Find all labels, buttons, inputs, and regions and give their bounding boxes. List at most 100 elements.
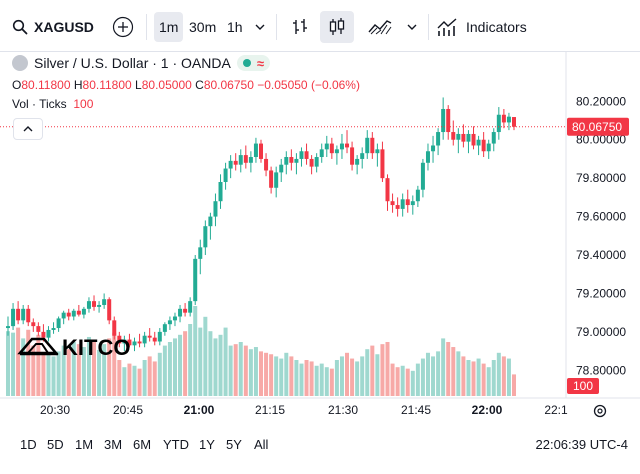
interval-dropdown[interactable] [250, 18, 270, 36]
range-5y-button[interactable]: 5Y [226, 437, 242, 452]
candle-body [66, 312, 71, 317]
volume-bar [431, 356, 436, 396]
range-1y-button[interactable]: 1Y [199, 437, 215, 452]
price-tick-label: 80.20000 [576, 94, 626, 108]
watermark-text: KITCO [62, 335, 130, 360]
candle-body [375, 149, 380, 154]
volume-bar [198, 327, 203, 396]
clock-timezone[interactable]: 22:06:39 UTC-4 [535, 437, 629, 452]
chart-style-dropdown[interactable] [402, 18, 422, 36]
candle-body [243, 155, 248, 163]
volume-bar [299, 363, 304, 396]
candle-body [223, 168, 228, 182]
silver-logo-icon [12, 55, 28, 71]
interval-1h-label: 1h [227, 19, 243, 35]
volume-bar [466, 360, 471, 396]
candle-body [370, 137, 375, 154]
candle-body [178, 308, 183, 317]
volume-bar [147, 356, 152, 396]
volume-bar [456, 351, 461, 396]
chevron-up-icon [23, 126, 33, 132]
candle-body [228, 160, 233, 169]
range-5d-button[interactable]: 5D [47, 437, 64, 452]
indicators-button[interactable]: Indicators [436, 12, 527, 42]
candle-body [339, 143, 344, 150]
price-tick-label: 79.00000 [576, 325, 626, 339]
volume-bar [334, 360, 339, 396]
candle-body [355, 158, 360, 165]
candle-body [324, 143, 329, 150]
volume-bar [385, 342, 390, 396]
range-ytd-button[interactable]: YTD [163, 437, 189, 452]
candle-body [248, 157, 253, 163]
candles-style-button[interactable] [320, 11, 354, 43]
last-price-tag [567, 117, 629, 136]
candle-body [208, 216, 213, 227]
volume-bar [233, 344, 238, 396]
candle-body [425, 151, 430, 163]
candle-body [21, 308, 26, 321]
time-tick-label: 21:00 [184, 403, 215, 417]
volume-bar [193, 306, 198, 396]
ohlc-values: O80.11800 H80.11800 L80.05000 C80.06750 … [12, 78, 360, 92]
candle-body [456, 133, 461, 140]
volume-bar [178, 334, 183, 396]
candle-body [162, 324, 167, 332]
range-1m-button[interactable]: 1M [75, 437, 94, 452]
volume-bar [142, 360, 147, 396]
volume-bar [506, 358, 511, 396]
volume-bar [395, 367, 400, 396]
interval-1m-label: 1m [159, 19, 179, 35]
volume-bar [476, 358, 481, 396]
volume-bar [339, 356, 344, 396]
candle-body [102, 299, 107, 305]
range-3m-button[interactable]: 3M [104, 437, 123, 452]
volume-bar [360, 356, 365, 396]
line-style-button[interactable] [360, 11, 400, 43]
candle-body [314, 157, 319, 167]
interval-1m[interactable]: 1m [154, 12, 184, 42]
symbol-search[interactable]: XAGUSD [6, 12, 100, 42]
candle-body [294, 158, 299, 163]
range-all-button[interactable]: All [254, 437, 269, 452]
compare-symbol-button[interactable] [110, 14, 136, 40]
volume-bar [218, 334, 223, 396]
market-status-badge[interactable]: ≈ [236, 55, 270, 71]
volume-bar [56, 351, 61, 396]
candle-body [132, 341, 137, 346]
candle-body [71, 310, 76, 317]
candle-body [253, 143, 258, 158]
volume-bar [491, 360, 496, 396]
volume-bar [309, 361, 314, 396]
candle-body [491, 132, 496, 144]
time-tick-label: 20:45 [113, 403, 143, 417]
range-6m-button[interactable]: 6M [133, 437, 152, 452]
price-tick-label: 79.40000 [576, 248, 626, 262]
low-label: L [135, 78, 142, 92]
candle-body [127, 339, 132, 346]
candle-body [405, 199, 410, 206]
settings-gear-icon[interactable] [593, 404, 607, 418]
candle-body [51, 328, 56, 330]
price-chart[interactable]: KITCO 80.20000 80.00000 79.80000 79.60000 79… [0, 52, 640, 424]
interval-1h[interactable]: 1h [222, 12, 248, 42]
candle-body [86, 301, 91, 309]
chart-toolbar: XAGUSD 1m 30m 1h [0, 0, 640, 52]
candle-body [147, 335, 152, 338]
area-chart-icon [368, 20, 392, 35]
volume-bar [66, 349, 71, 396]
volume-bar [415, 363, 420, 396]
volume-bar [279, 358, 284, 396]
bar-style-button[interactable] [283, 11, 317, 43]
candle-body [274, 172, 279, 188]
candle-body [385, 178, 390, 202]
range-bar: 1D 5D 1M 3M 6M YTD 1Y 5Y All 22:06:39 UT… [0, 430, 640, 460]
volume-bar [451, 347, 456, 396]
candle-body [476, 139, 481, 146]
candle-body [466, 133, 471, 142]
range-1d-button[interactable]: 1D [20, 437, 37, 452]
candle-body [410, 201, 415, 206]
collapse-legend-button[interactable] [13, 118, 43, 140]
interval-30m[interactable]: 30m [184, 12, 221, 42]
price-tick-label: 80.00000 [576, 133, 626, 147]
